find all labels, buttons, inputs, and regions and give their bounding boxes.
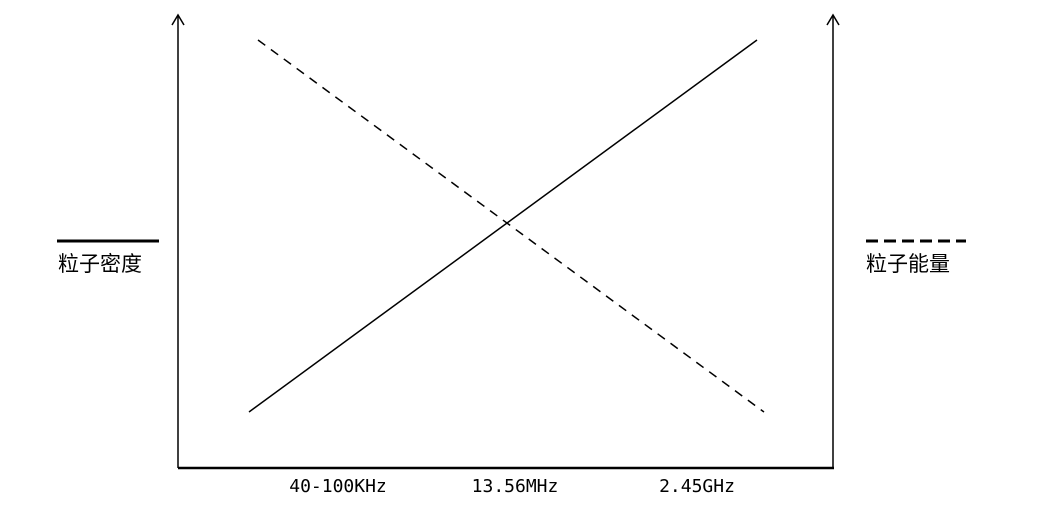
right-y-axis — [826, 13, 840, 468]
x-tick-label: 40-100KHz — [289, 476, 387, 497]
right-axis-arrowhead-icon — [826, 13, 840, 26]
legend-label-particle-energy: 粒子能量 — [866, 252, 950, 276]
series-line-particle-energy — [257, 39, 765, 413]
x-tick-label: 13.56MHz — [471, 476, 559, 497]
left-axis-arrowhead-icon — [171, 13, 185, 26]
x-tick-label: 2.45GHz — [659, 476, 735, 497]
series-line-particle-density — [248, 39, 758, 413]
left-y-axis — [171, 13, 185, 468]
legend-label-particle-density: 粒子密度 — [58, 252, 142, 276]
